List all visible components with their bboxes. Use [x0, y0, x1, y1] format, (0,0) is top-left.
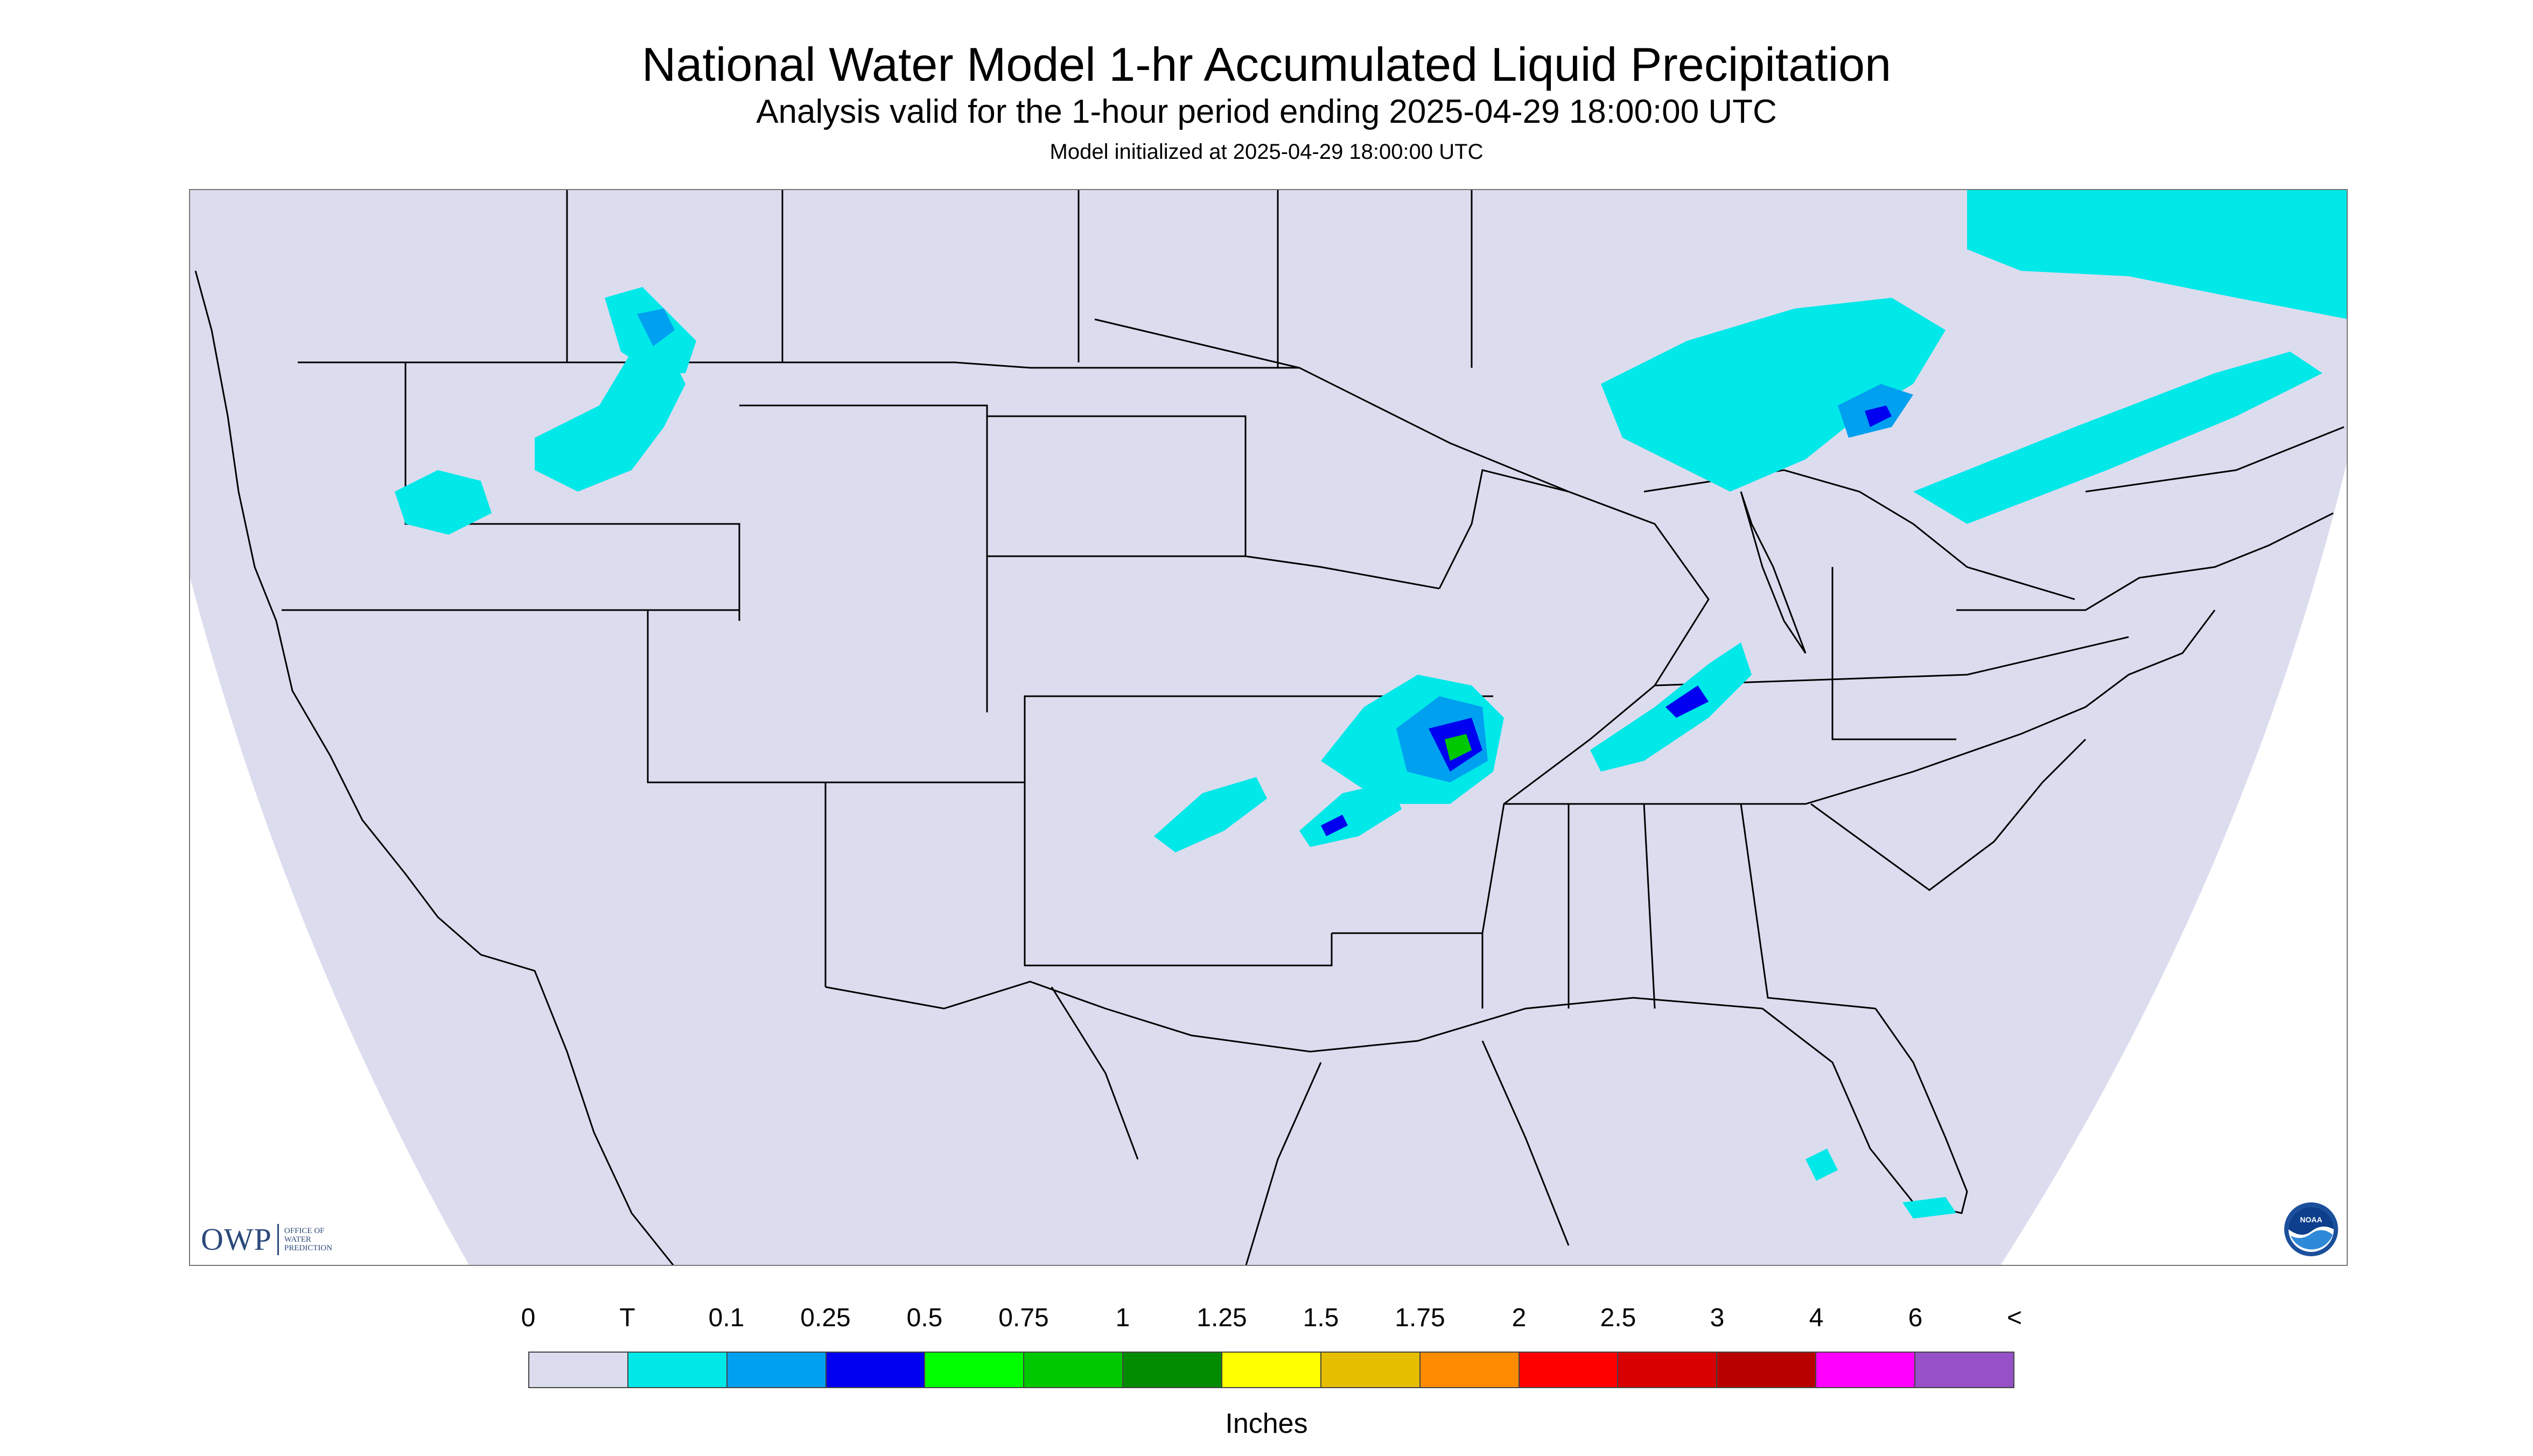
noaa-logo-text: NOAA	[2300, 1215, 2322, 1224]
legend-tick-label: T	[619, 1304, 635, 1332]
precip-oklahoma	[1154, 777, 1267, 852]
state-borders	[194, 190, 2345, 1265]
legend-tick-label: 1.25	[1196, 1304, 1247, 1332]
precip-bahamas	[1902, 1197, 1956, 1219]
legend-swatch	[1023, 1352, 1124, 1388]
legend-tick-label: 0.5	[906, 1304, 943, 1332]
legend-swatch	[1716, 1352, 1817, 1388]
legend-swatch	[528, 1352, 628, 1388]
legend-tick-label: 1	[1115, 1304, 1130, 1332]
legend-tick-label: <	[2006, 1304, 2023, 1332]
map-title: National Water Model 1-hr Accumulated Li…	[641, 38, 1892, 91]
precip-great-lakes	[1601, 298, 1946, 492]
precip-florida	[1806, 1149, 1838, 1181]
legend-tick-label: 1.5	[1303, 1304, 1339, 1332]
legend-tick-label: 1.75	[1395, 1304, 1445, 1332]
precip-ohio-valley-core	[1666, 685, 1709, 718]
legend-swatch	[1221, 1352, 1321, 1388]
legend-tick-label: 3	[1710, 1304, 1725, 1332]
legend-swatch	[1518, 1352, 1619, 1388]
legend-swatch	[627, 1352, 727, 1388]
legend-swatch	[1815, 1352, 1916, 1388]
legend-tick-label: 0.75	[998, 1304, 1049, 1332]
legend-tick-label: 4	[1809, 1304, 1824, 1332]
legend-tick-label: 0.1	[708, 1304, 745, 1332]
precip-oregon	[395, 470, 492, 535]
legend-swatch	[1320, 1352, 1421, 1388]
legend-tick-label: 6	[1908, 1304, 1923, 1332]
precipitation-overlay	[395, 190, 2347, 1219]
precip-legend-bar	[528, 1352, 2014, 1388]
precip-st-lawrense	[1913, 352, 2322, 524]
legend-swatch	[825, 1352, 926, 1388]
legend-swatch	[1122, 1352, 1223, 1388]
legend-swatch	[1419, 1352, 1520, 1388]
model-init-text: Model initialized at 2025-04-29 18:00:00…	[1049, 140, 1484, 164]
owp-logo-mark: OWP	[201, 1222, 272, 1257]
legend-tick-label: 0.25	[800, 1304, 851, 1332]
legend-tick-label: 2	[1512, 1304, 1527, 1332]
legend-swatch	[924, 1352, 1025, 1388]
model-domain	[190, 190, 2347, 1265]
precip-great-lakes-peak	[1865, 405, 1892, 427]
legend-swatch	[726, 1352, 827, 1388]
legend-units: Inches	[1225, 1408, 1308, 1439]
precipitation-map: OWP OFFICE OF WATER PREDICTION NOAA	[189, 189, 2348, 1266]
noaa-emblem-icon	[2284, 1202, 2338, 1256]
precip-northwest-a	[535, 341, 685, 492]
owp-logo: OWP OFFICE OF WATER PREDICTION	[201, 1221, 332, 1257]
noaa-logo: NOAA	[2283, 1201, 2339, 1257]
precip-quebec	[1967, 190, 2347, 319]
legend-swatch	[1617, 1352, 1718, 1388]
precip-missouri-peak	[1445, 734, 1472, 761]
map-canvas	[190, 190, 2347, 1265]
legend-tick-label: 2.5	[1600, 1304, 1636, 1332]
owp-logo-divider	[277, 1223, 279, 1255]
precip-northwest-core	[637, 309, 675, 346]
owp-logo-text: OFFICE OF WATER PREDICTION	[284, 1226, 333, 1252]
legend-swatch	[1914, 1352, 2014, 1388]
map-subtitle: Analysis valid for the 1-hour period end…	[756, 93, 1777, 130]
legend-tick-label: 0	[521, 1304, 536, 1332]
precip-arkansas-core	[1321, 815, 1348, 836]
